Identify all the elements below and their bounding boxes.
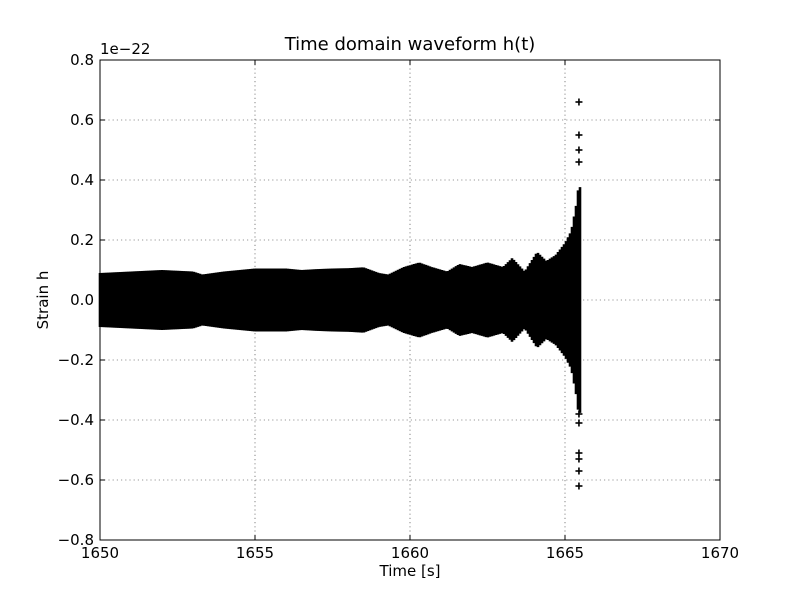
y-tick-label: 0.6 [70,111,94,129]
x-tick-label: 1660 [391,544,429,562]
y-tick-label: 0.4 [70,171,94,189]
outlier-plus-marker [575,449,583,457]
waveform-data [98,98,583,490]
y-tick-label: 0.2 [70,231,94,249]
y-offset-text: 1e−22 [100,40,150,58]
chart-title: Time domain waveform h(t) [284,34,536,55]
y-axis-label: Strain h [34,271,52,330]
y-tick-label: −0.8 [58,531,94,549]
outlier-plus-marker [575,98,583,106]
y-tick-label: −0.4 [58,411,94,429]
x-tick-label: 1670 [701,544,739,562]
x-tick-label: 1650 [81,544,119,562]
y-tick-label: −0.6 [58,471,94,489]
y-tick-label: −0.2 [58,351,94,369]
y-tick-label: 0.8 [70,51,94,69]
axis-ticks: 1650 1655 1660 1665 1670 −0.8 −0.6 −0.4 −0.2 0.0 0… [58,51,740,562]
outlier-plus-marker [575,455,583,463]
outlier-plus-marker [575,467,583,475]
outlier-plus-marker [575,146,583,154]
outlier-plus-marker [575,131,583,139]
outlier-plus-marker [575,410,583,418]
outlier-plus-marker [575,482,583,490]
x-axis-label: Time [s] [379,562,441,580]
x-tick-label: 1655 [236,544,274,562]
outlier-plus-marker [575,419,583,427]
outlier-plus-marker [575,158,583,166]
y-tick-label: 0.0 [70,291,94,309]
x-tick-label: 1665 [546,544,584,562]
